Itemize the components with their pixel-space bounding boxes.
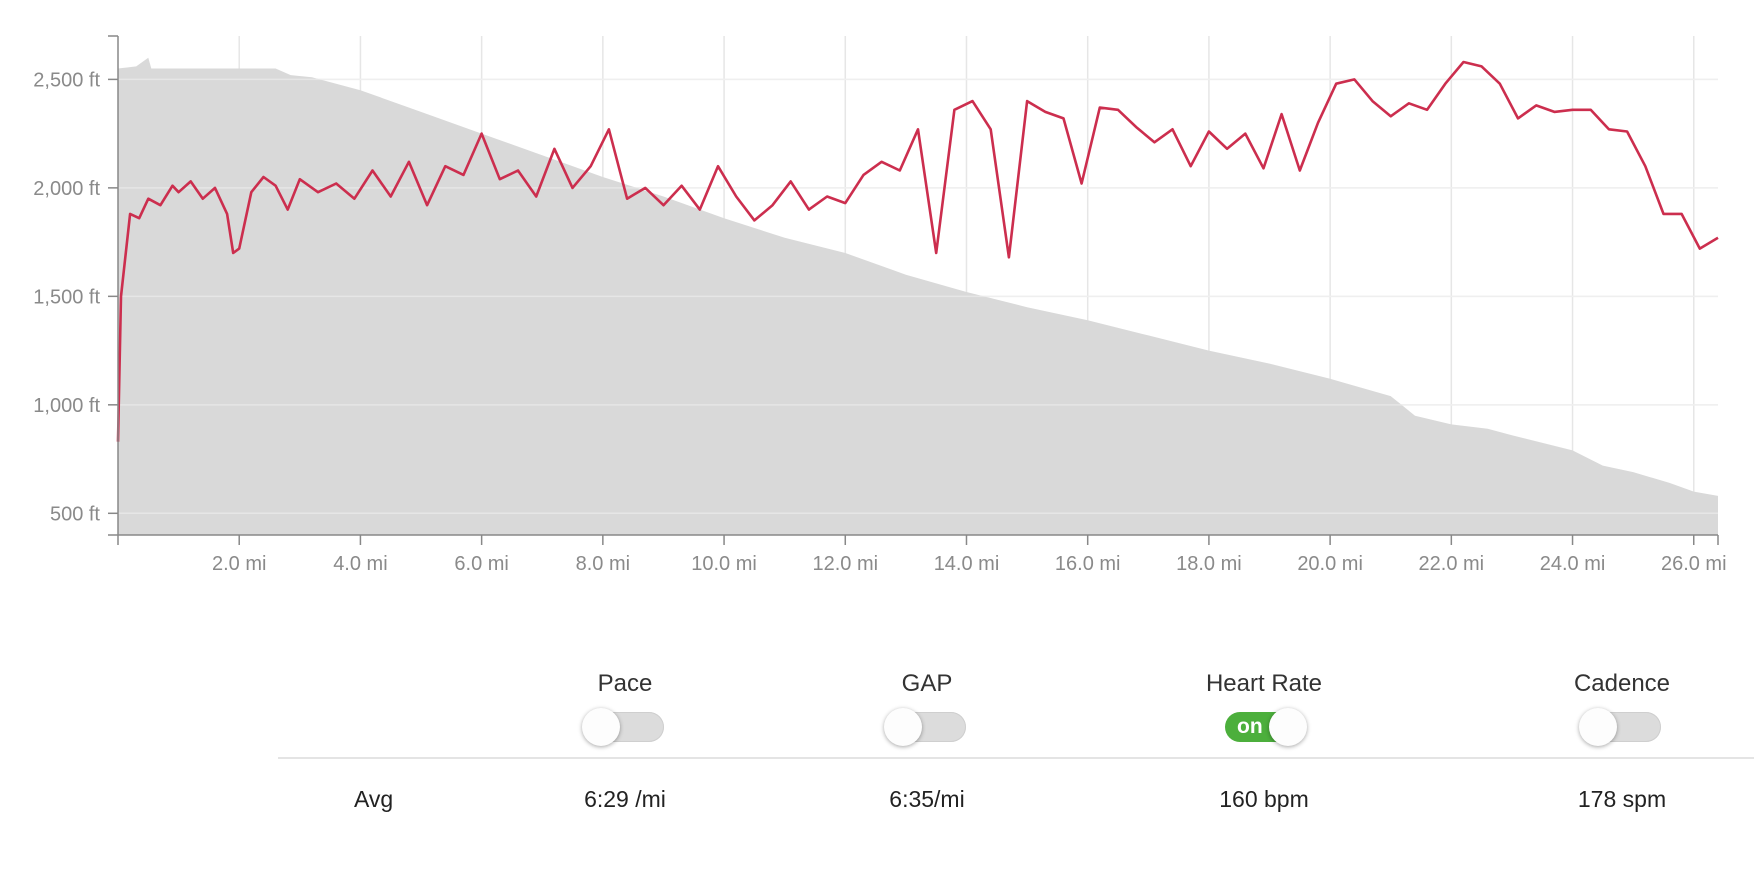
pace-avg: 6:29 /mi [505, 786, 745, 813]
divider [278, 757, 1754, 759]
pace-avg-number: 6:29 [584, 786, 629, 812]
pace-toggle[interactable] [582, 708, 664, 746]
y-tick-label: 1,500 ft [33, 286, 100, 308]
metric-controls: Pace GAP Heart Rate on Cadence Avg 6:29 … [0, 600, 1754, 884]
heart-rate-avg-number: 160 [1219, 786, 1258, 812]
y-axis-labels: 500 ft 1,000 ft 1,500 ft 2,000 ft 2,500 ft [33, 69, 100, 525]
heart-rate-toggle[interactable]: on [1225, 708, 1307, 746]
toggle-knob [884, 708, 922, 746]
gap-toggle[interactable] [884, 708, 966, 746]
toggle-knob [1269, 708, 1307, 746]
cadence-avg-unit: spm [1616, 786, 1667, 812]
y-tick-label: 1,000 ft [33, 395, 100, 417]
metric-gap: GAP [807, 670, 1047, 747]
toggle-on-text: on [1237, 715, 1263, 738]
toggle-knob [582, 708, 620, 746]
elevation-heart-rate-chart[interactable]: 500 ft 1,000 ft 1,500 ft 2,000 ft 2,500 ft 2… [0, 0, 1754, 580]
x-axis-labels: 2.0 mi 4.0 mi 6.0 mi 8.0 mi 10.0 mi 12.0 mi 14… [212, 553, 1727, 575]
x-tick-label: 26.0 mi [1661, 553, 1727, 575]
gap-label: GAP [901, 670, 953, 697]
x-tick-label: 16.0 mi [1055, 553, 1121, 575]
pace-label: Pace [597, 670, 653, 697]
heart-rate-avg-unit: bpm [1257, 786, 1309, 812]
x-tick-label: 20.0 mi [1297, 553, 1363, 575]
gap-avg-number: 6:35 [889, 786, 935, 812]
heart-rate-avg: 160 bpm [1144, 786, 1384, 813]
metric-pace: Pace [505, 670, 745, 747]
y-tick-label: 500 ft [50, 503, 100, 525]
toggle-knob [1579, 708, 1617, 746]
cadence-avg-number: 178 [1577, 786, 1617, 812]
chart-grid-overlay [118, 78, 1718, 515]
avg-row-label: Avg [354, 786, 394, 812]
y-tick-label: 2,500 ft [33, 69, 100, 91]
gap-avg: 6:35/mi [807, 786, 1047, 813]
metric-cadence: Cadence [1502, 670, 1742, 747]
heart-rate-line [116, 60, 1719, 442]
cadence-toggle[interactable] [1579, 708, 1661, 746]
x-tick-label: 14.0 mi [934, 553, 1000, 575]
x-tick-label: 8.0 mi [576, 553, 630, 575]
metric-heart-rate: Heart Rate on [1144, 670, 1384, 747]
heart-rate-label: Heart Rate [1205, 670, 1323, 697]
gap-avg-unit: /mi [934, 786, 965, 812]
pace-avg-unit: /mi [628, 786, 666, 812]
x-tick-label: 2.0 mi [212, 553, 266, 575]
x-tick-label: 12.0 mi [812, 553, 878, 575]
y-tick-label: 2,000 ft [33, 178, 100, 200]
cadence-label: Cadence [1573, 670, 1671, 697]
elevation-area [118, 57, 1718, 535]
chart-axes [108, 35, 1719, 545]
x-tick-label: 6.0 mi [454, 553, 508, 575]
x-tick-label: 22.0 mi [1419, 553, 1485, 575]
x-tick-label: 18.0 mi [1176, 553, 1242, 575]
cadence-avg: 178 spm [1502, 786, 1742, 813]
x-tick-label: 24.0 mi [1540, 553, 1606, 575]
x-tick-label: 4.0 mi [333, 553, 387, 575]
x-tick-label: 10.0 mi [691, 553, 757, 575]
